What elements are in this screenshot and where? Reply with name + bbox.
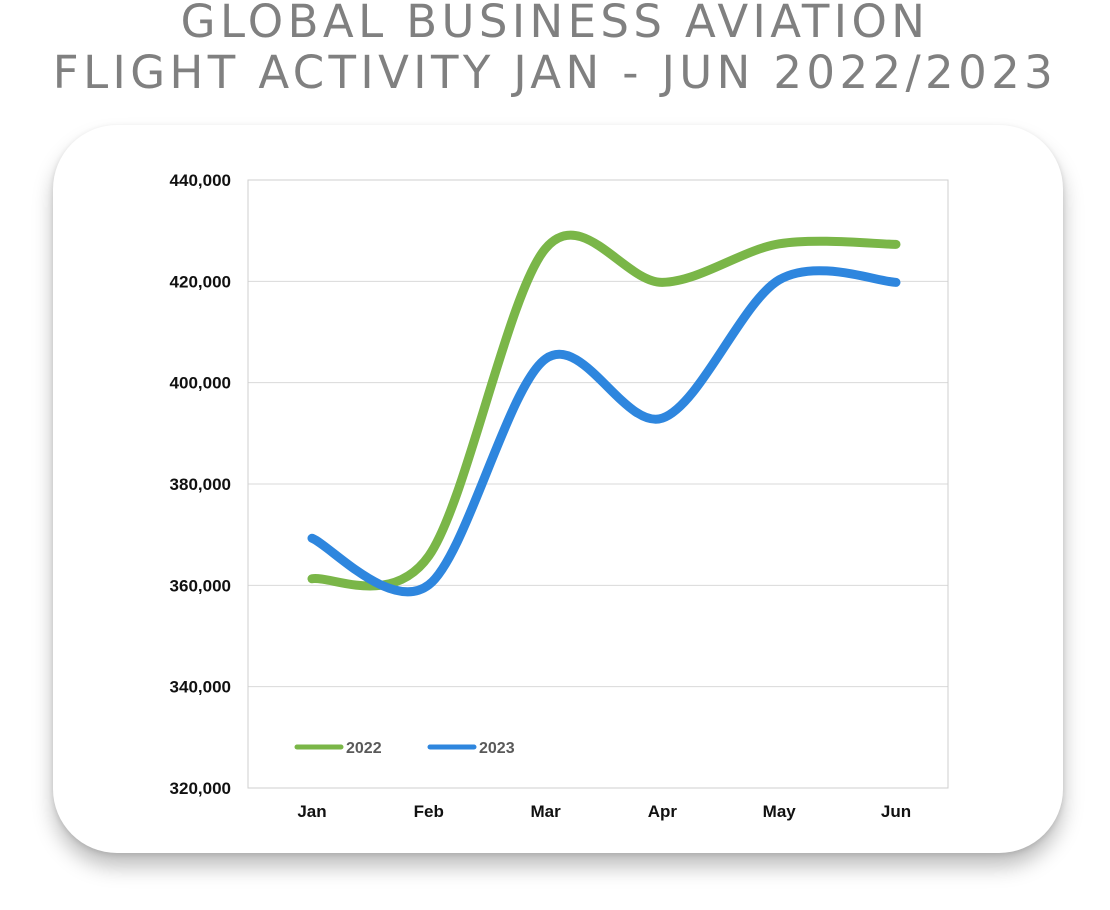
y-tick-label: 340,000 bbox=[170, 678, 231, 697]
gridlines bbox=[248, 280, 948, 688]
y-tick-label: 440,000 bbox=[170, 171, 231, 190]
x-tick-label: Feb bbox=[414, 802, 444, 821]
chart-title-line-2: FLIGHT ACTIVITY JAN - JUN 2022/2023 bbox=[52, 46, 1058, 99]
x-tick-label: Jan bbox=[297, 802, 326, 821]
y-tick-label: 420,000 bbox=[170, 272, 231, 291]
y-tick-label: 400,000 bbox=[170, 374, 231, 393]
x-tick-label: May bbox=[763, 802, 797, 821]
series-line-2022 bbox=[307, 230, 901, 591]
x-axis-ticks: Jan Feb Mar Apr May Jun bbox=[297, 802, 911, 821]
series-lines bbox=[307, 230, 901, 597]
y-axis-ticks: 320,000 340,000 360,000 380,000 400,000 420,0… bbox=[170, 171, 231, 798]
chart-title-line-1: GLOBAL BUSINESS AVIATION bbox=[180, 0, 930, 48]
y-tick-label: 360,000 bbox=[170, 576, 231, 595]
plot-area-border bbox=[247, 179, 949, 789]
plot-frame bbox=[247, 179, 949, 789]
legend: 2022 2023 bbox=[294, 740, 515, 757]
legend-label-2023: 2023 bbox=[479, 740, 515, 757]
x-tick-label: Mar bbox=[530, 802, 561, 821]
x-tick-label: Apr bbox=[648, 802, 678, 821]
y-tick-label: 380,000 bbox=[170, 475, 231, 494]
x-tick-label: Jun bbox=[881, 802, 911, 821]
y-tick-label: 320,000 bbox=[170, 779, 231, 798]
chart-title: GLOBAL BUSINESS AVIATION FLIGHT ACTIVITY… bbox=[0, 0, 1110, 98]
legend-label-2022: 2022 bbox=[346, 740, 382, 757]
series-line-2023 bbox=[307, 266, 901, 597]
